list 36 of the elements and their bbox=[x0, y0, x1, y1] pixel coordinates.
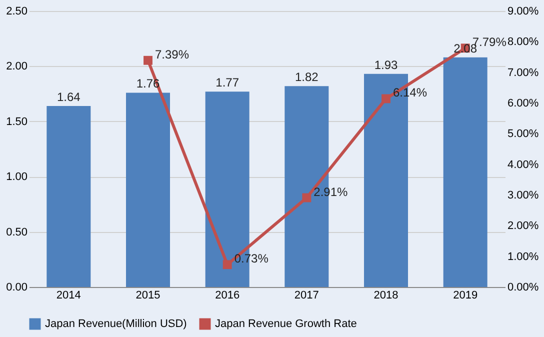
x-tick-label: 2015 bbox=[136, 290, 160, 302]
y2-tick-label: 4.00% bbox=[508, 158, 539, 171]
y-tick-label: 1.50 bbox=[6, 116, 28, 128]
x-tick-label: 2014 bbox=[56, 290, 81, 302]
y-tick-label: 0.50 bbox=[6, 226, 28, 238]
y2-tick-label: 1.00% bbox=[508, 250, 539, 263]
y-tick-label: 2.00 bbox=[6, 60, 28, 73]
x-tick-label: 2019 bbox=[453, 290, 478, 302]
bar bbox=[443, 57, 488, 287]
y2-tick-label: 6.00% bbox=[508, 98, 539, 110]
point bbox=[382, 94, 390, 104]
y-tick-label: 2.50 bbox=[6, 6, 28, 18]
point bbox=[222, 260, 232, 270]
y2-tick-label: 3.00% bbox=[508, 190, 539, 202]
x-tick-label: 2018 bbox=[374, 290, 398, 302]
x-tick-label: 2017 bbox=[294, 290, 319, 302]
y2-tick-label: 8.00% bbox=[508, 36, 539, 48]
y2-tick-label: 9.00% bbox=[508, 6, 539, 18]
y-tick-label: 0.00 bbox=[6, 282, 28, 294]
y-tick-label: 1.00 bbox=[6, 171, 28, 184]
y2-tick-label: 5.00% bbox=[508, 128, 539, 140]
data-label: 7.39% bbox=[155, 47, 190, 62]
y2-tick-label: 0.00% bbox=[508, 282, 539, 294]
data-label: 1.64 bbox=[56, 90, 81, 104]
x-tick-label: 2016 bbox=[215, 290, 240, 302]
bar bbox=[126, 92, 170, 287]
legend-label: Japan Revenue(Million USD) bbox=[45, 318, 187, 330]
data-label: 1.82 bbox=[294, 70, 319, 84]
data-label: 1.93 bbox=[374, 58, 398, 72]
y2-tick-label: 7.00% bbox=[508, 66, 539, 79]
point bbox=[302, 193, 312, 202]
bar bbox=[46, 106, 91, 287]
point bbox=[144, 56, 152, 65]
y2-tick-label: 2.00% bbox=[508, 220, 539, 232]
legend-label: Japan Revenue Growth Rate bbox=[215, 318, 357, 330]
data-label: 1.77 bbox=[216, 76, 240, 90]
